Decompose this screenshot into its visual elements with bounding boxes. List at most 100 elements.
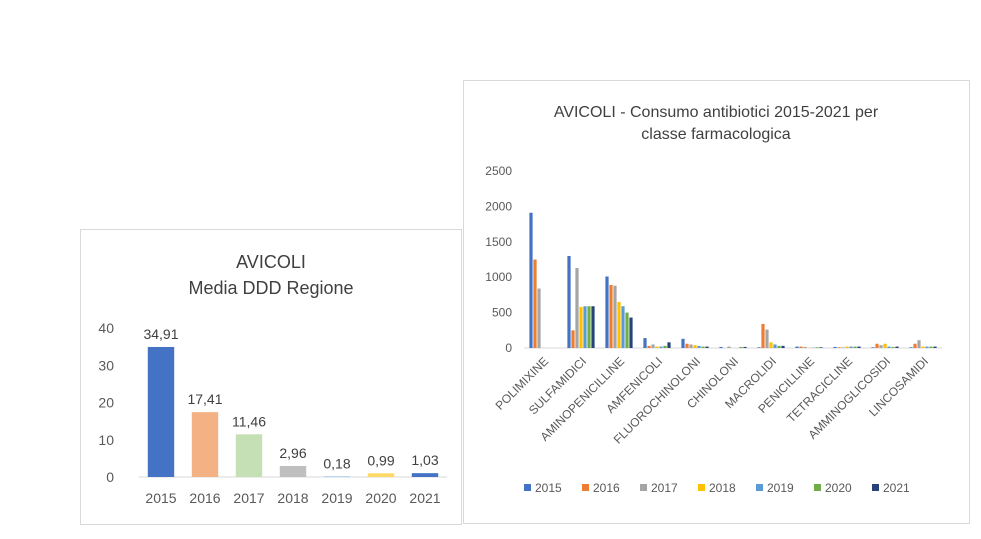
bar <box>933 346 937 348</box>
y-tick-label: 2000 <box>485 199 512 213</box>
x-tick-label: 2020 <box>365 490 396 506</box>
data-label: 2,96 <box>279 445 306 461</box>
legend-label: 2017 <box>651 481 678 495</box>
bar <box>757 347 761 348</box>
bar <box>411 473 439 477</box>
data-label: 34,91 <box>143 326 178 342</box>
data-label: 1,03 <box>411 452 438 468</box>
x-tick-label: 2021 <box>409 490 440 506</box>
bar <box>533 259 537 348</box>
chart-title: AVICOLI <box>236 252 306 272</box>
bar <box>147 346 175 477</box>
bar <box>663 345 667 348</box>
x-tick-label: 2015 <box>145 490 176 506</box>
legend-swatch <box>872 484 879 491</box>
chart-panel-media-ddd: AVICOLI Media DDD Regione 0 10 20 30 40 34,9… <box>80 229 462 525</box>
y-tick-label: 2500 <box>485 164 512 178</box>
bar <box>587 306 591 348</box>
x-tick-label: 2019 <box>321 490 352 506</box>
x-tick-label: 2018 <box>277 490 308 506</box>
bar <box>727 346 731 348</box>
legend-swatch <box>524 484 531 491</box>
bar <box>895 346 899 348</box>
bar <box>667 342 671 348</box>
bar <box>621 306 625 348</box>
x-tick-label: TETRACICLINE <box>784 354 855 425</box>
y-tick-label: 30 <box>98 357 114 373</box>
data-label: 0,18 <box>323 455 350 471</box>
bar <box>697 345 701 348</box>
bar <box>743 346 747 348</box>
bar <box>887 346 891 348</box>
bar <box>917 340 921 348</box>
bar <box>681 338 685 348</box>
bar <box>841 347 845 348</box>
bar <box>857 346 861 348</box>
bar <box>909 347 913 348</box>
bar <box>583 306 587 348</box>
bar <box>803 346 807 348</box>
bar <box>279 465 307 477</box>
legend-label: 2015 <box>535 481 562 495</box>
chart-panel-consumo: AVICOLI - Consumo antibiotici 2015-2021 … <box>463 80 970 524</box>
bar <box>891 346 895 348</box>
bar <box>591 306 595 348</box>
bar <box>739 346 743 348</box>
bar <box>799 346 803 348</box>
bar <box>655 346 659 348</box>
bar <box>795 346 799 348</box>
legend-label: 2016 <box>593 481 620 495</box>
legend-swatch <box>698 484 705 491</box>
bar <box>609 284 613 348</box>
bar <box>837 347 841 348</box>
x-axis: POLIMIXINESULFAMIDICIAMINOPENICILLINEAMF… <box>493 354 931 446</box>
bar <box>879 345 883 348</box>
bar <box>875 343 879 348</box>
legend-swatch <box>814 484 821 491</box>
bar <box>689 344 693 348</box>
bar-series <box>529 212 937 348</box>
bar <box>605 276 609 348</box>
chart-subtitle: Media DDD Regione <box>188 278 353 298</box>
y-tick-label: 1500 <box>485 235 512 249</box>
y-tick-label: 20 <box>98 395 114 411</box>
bar <box>629 317 633 348</box>
bar <box>769 342 773 348</box>
bar <box>883 343 887 348</box>
bar <box>765 329 769 348</box>
bar <box>685 343 689 348</box>
bar <box>651 344 655 348</box>
legend-label: 2020 <box>825 481 852 495</box>
legend-label: 2019 <box>767 481 794 495</box>
bar <box>567 255 571 348</box>
media-ddd-chart: AVICOLI Media DDD Regione 0 10 20 30 40 34,9… <box>98 252 447 506</box>
bar <box>705 346 709 348</box>
bar <box>833 346 837 348</box>
bar <box>647 345 651 348</box>
bar <box>819 347 823 348</box>
data-labels: 34,91 17,41 11,46 2,96 0,18 0,99 1,03 <box>143 326 438 471</box>
data-label: 0,99 <box>367 452 394 468</box>
bar <box>925 346 929 348</box>
bar <box>773 344 777 348</box>
bar <box>913 343 917 348</box>
x-tick-label: 2017 <box>233 490 264 506</box>
bar <box>625 312 629 348</box>
legend-label: 2021 <box>883 481 910 495</box>
y-tick-label: 10 <box>98 432 114 448</box>
legend-label: 2018 <box>709 481 736 495</box>
chart-title: AVICOLI - Consumo antibiotici 2015-2021 … <box>554 104 879 121</box>
bar <box>235 434 263 477</box>
bar <box>853 346 857 348</box>
bar <box>929 346 933 348</box>
bar <box>693 345 697 348</box>
chart-subtitle: classe farmacologica <box>641 126 791 143</box>
legend-swatch <box>640 484 647 491</box>
legend-swatch <box>756 484 763 491</box>
bar <box>537 288 541 348</box>
bar <box>659 346 663 348</box>
bar <box>871 347 875 348</box>
bar <box>529 212 533 348</box>
bar-series <box>147 346 439 478</box>
data-label: 11,46 <box>232 413 266 429</box>
